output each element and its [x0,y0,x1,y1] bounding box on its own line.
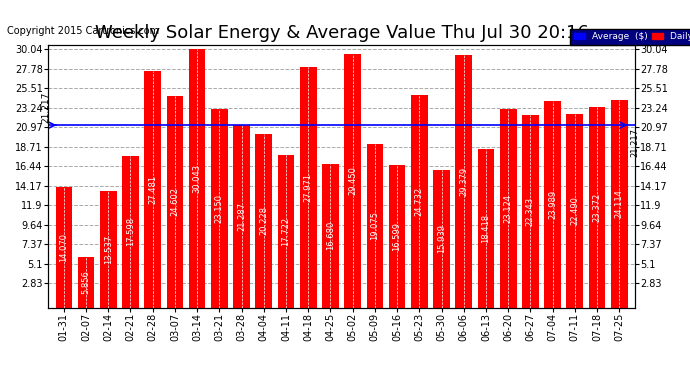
Bar [255,134,272,308]
Text: 29.379: 29.379 [460,166,469,196]
Text: 16.599: 16.599 [393,222,402,251]
Text: 24.732: 24.732 [415,187,424,216]
Bar [100,191,117,308]
Text: 17.722: 17.722 [282,217,290,246]
Text: 30.043: 30.043 [193,164,201,193]
Bar [477,149,494,308]
Text: 17.598: 17.598 [126,217,135,246]
Bar [211,108,228,307]
Text: 23.372: 23.372 [593,192,602,222]
Text: 20.228: 20.228 [259,206,268,235]
Bar [455,55,472,308]
Bar [144,71,161,308]
Text: 24.602: 24.602 [170,187,179,216]
Text: 24.114: 24.114 [615,189,624,218]
Bar [344,54,361,307]
Text: 21.287: 21.287 [237,201,246,231]
Text: 29.450: 29.450 [348,166,357,195]
Bar [166,96,184,308]
Bar [277,155,295,308]
Bar [611,100,628,308]
Bar [300,67,317,308]
Text: 13.537: 13.537 [104,235,112,264]
Text: 22.343: 22.343 [526,197,535,226]
Bar [522,116,539,308]
Bar [500,109,517,308]
Text: 19.075: 19.075 [371,211,380,240]
Bar [544,101,561,308]
Bar [388,165,406,308]
Text: 14.070: 14.070 [59,232,68,261]
Text: 21.217: 21.217 [630,128,640,157]
Text: 23.124: 23.124 [504,194,513,223]
Text: 23.150: 23.150 [215,194,224,222]
Text: Copyright 2015 Cartronics.com: Copyright 2015 Cartronics.com [7,26,159,36]
Bar [322,164,339,308]
Text: 18.418: 18.418 [482,214,491,243]
Text: 27.971: 27.971 [304,173,313,202]
Text: 15.939: 15.939 [437,225,446,254]
Text: 16.680: 16.680 [326,221,335,251]
Text: 27.481: 27.481 [148,175,157,204]
Bar [366,144,383,308]
Bar [411,95,428,308]
Text: 23.989: 23.989 [548,190,557,219]
Bar [78,257,95,307]
Bar [589,106,605,308]
Bar [122,156,139,308]
Text: 21.217: 21.217 [41,91,50,123]
Bar [55,187,72,308]
Text: 22.490: 22.490 [571,196,580,225]
Legend: Average  ($), Daily   ($): Average ($), Daily ($) [571,28,690,45]
Text: 5.856: 5.856 [81,270,90,294]
Bar [433,171,450,308]
Bar [566,114,583,308]
Bar [233,124,250,308]
Title: Weekly Solar Energy & Average Value Thu Jul 30 20:16: Weekly Solar Energy & Average Value Thu … [95,24,589,42]
Bar [189,49,206,308]
